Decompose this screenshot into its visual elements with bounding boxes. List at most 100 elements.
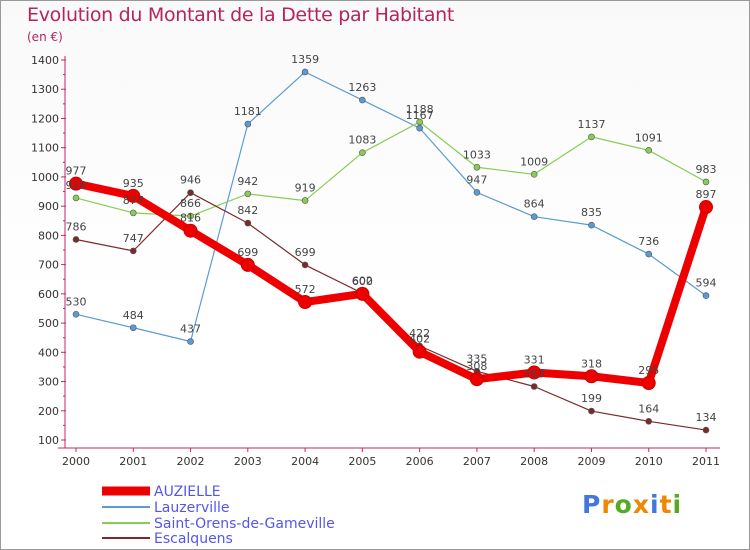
data-point — [301, 68, 309, 76]
data-label: 594 — [696, 277, 717, 290]
data-point — [645, 250, 653, 258]
data-label: 335 — [466, 352, 487, 365]
data-point — [129, 247, 137, 255]
data-label: 1009 — [520, 155, 548, 168]
data-point — [187, 189, 194, 197]
y-tick-label: 1100 — [31, 142, 59, 155]
data-label: 1263 — [348, 81, 376, 94]
x-tick-label: 2001 — [119, 455, 147, 468]
data-point — [530, 213, 538, 220]
data-point — [473, 189, 481, 196]
data-label: 602 — [352, 274, 373, 287]
y-tick-label: 1000 — [31, 171, 59, 184]
data-label: 1188 — [406, 103, 434, 116]
data-point — [301, 261, 309, 269]
data-point — [588, 221, 595, 229]
legend-label: Lauzerville — [154, 500, 230, 516]
data-point — [530, 170, 538, 178]
proxiti-logo: Proxiti — [582, 490, 683, 519]
data-label: 983 — [696, 163, 717, 176]
y-tick-label: 400 — [38, 346, 59, 359]
y-tick-label: 100 — [38, 434, 59, 447]
legend: AUZIELLELauzervilleSaint-Orens-de-Gamevi… — [102, 484, 335, 547]
data-point — [244, 120, 252, 128]
x-tick-label: 2006 — [406, 455, 434, 468]
data-label: 308 — [466, 360, 487, 373]
data-point — [126, 188, 141, 203]
data-point — [641, 376, 656, 390]
y-tick-label: 300 — [38, 376, 59, 389]
series-saint-orens-de-gameville — [72, 118, 710, 220]
data-label: 977 — [66, 165, 87, 178]
chart-title: Evolution du Montant de la Dette par Hab… — [27, 4, 455, 26]
data-label: 600 — [352, 275, 373, 288]
data-label: 699 — [295, 246, 316, 259]
y-tick-label: 900 — [38, 200, 59, 213]
data-label: 935 — [123, 177, 144, 190]
x-tick-label: 2004 — [291, 455, 319, 468]
data-point — [645, 147, 653, 154]
data-point — [187, 338, 194, 345]
data-point — [702, 426, 710, 434]
data-label: 164 — [638, 402, 659, 415]
data-label: 835 — [581, 206, 602, 219]
data-point — [530, 383, 538, 390]
x-tick-label: 2010 — [635, 455, 663, 468]
data-label: 747 — [123, 232, 144, 245]
data-point — [301, 197, 309, 204]
data-label: 134 — [696, 411, 717, 424]
data-label: 866 — [180, 197, 201, 210]
data-point — [588, 133, 595, 141]
data-label: 283 — [524, 368, 545, 381]
legend-label: Escalquens — [154, 531, 233, 547]
data-label: 842 — [237, 204, 258, 217]
data-point — [240, 257, 255, 272]
data-point — [72, 311, 80, 318]
data-label: 699 — [237, 246, 258, 259]
data-point — [244, 190, 252, 198]
data-point — [359, 96, 366, 104]
x-tick-label: 2003 — [234, 455, 262, 468]
data-label: 1181 — [234, 105, 262, 118]
data-label: 928 — [66, 179, 87, 192]
data-point — [187, 212, 194, 220]
data-point — [183, 223, 198, 238]
data-label: 877 — [123, 194, 144, 207]
x-tick-label: 2002 — [177, 455, 205, 468]
data-point — [416, 118, 423, 126]
data-label: 1167 — [406, 109, 434, 122]
y-tick-label: 600 — [38, 288, 59, 301]
data-label: 295 — [638, 364, 659, 377]
y-tick-label: 700 — [38, 259, 59, 272]
data-label: 572 — [295, 283, 316, 296]
series-lauzerville — [72, 68, 710, 345]
series-line — [75, 71, 707, 343]
data-label: 437 — [180, 322, 201, 335]
data-label: 1083 — [348, 134, 376, 147]
data-point — [702, 178, 710, 186]
data-point — [355, 286, 370, 301]
legend-label: AUZIELLE — [154, 484, 221, 500]
legend-label: Saint-Orens-de-Gameville — [154, 516, 335, 532]
data-label: 947 — [466, 173, 487, 186]
x-tick-label: 2009 — [577, 455, 605, 468]
data-label: 1033 — [463, 148, 491, 161]
data-point — [588, 407, 595, 415]
data-point — [469, 372, 484, 387]
series-line — [75, 121, 707, 217]
data-label: 402 — [409, 333, 430, 346]
data-point — [298, 295, 313, 310]
x-tick-label: 2005 — [348, 455, 376, 468]
data-label: 897 — [696, 188, 717, 201]
data-label: 331 — [524, 353, 545, 366]
data-label: 864 — [524, 198, 545, 211]
data-label: 942 — [237, 175, 258, 188]
data-label: 946 — [180, 174, 201, 187]
data-point — [645, 417, 653, 425]
series-escalquens — [72, 189, 710, 434]
data-point — [69, 176, 83, 191]
data-point — [416, 124, 423, 132]
data-point — [699, 200, 713, 215]
